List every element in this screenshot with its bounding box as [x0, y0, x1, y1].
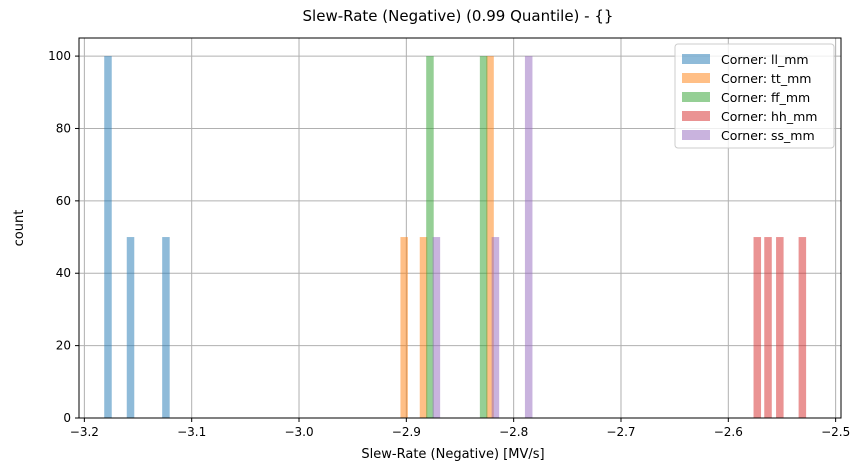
- bar-series-3: [764, 237, 772, 418]
- legend-swatch: [682, 73, 710, 83]
- legend-swatch: [682, 111, 710, 121]
- legend-box: [674, 43, 835, 149]
- x-tick-label: −3.0: [284, 425, 313, 439]
- bar-series-3: [798, 237, 807, 418]
- histogram-bars: [104, 56, 807, 418]
- y-tick-label: 20: [56, 339, 71, 353]
- x-tick-label: −2.9: [392, 425, 421, 439]
- x-tick-label: −3.1: [177, 425, 206, 439]
- bar-series-4: [491, 237, 500, 418]
- legend-swatch: [682, 92, 710, 102]
- x-axis-label: Slew-Rate (Negative) [MV/s]: [361, 447, 544, 462]
- bar-series-0: [162, 237, 170, 418]
- legend-label: Corner: ss_mm: [721, 128, 815, 143]
- y-tick-label: 40: [56, 266, 71, 280]
- legend-swatch: [682, 130, 710, 140]
- bar-series-1: [486, 56, 494, 418]
- bar-series-0: [104, 56, 112, 418]
- legend-label: Corner: tt_mm: [721, 71, 811, 86]
- legend-swatch: [682, 54, 710, 64]
- bar-series-4: [432, 237, 441, 418]
- y-tick-label: 80: [56, 121, 71, 135]
- legend-label: Corner: ff_mm: [721, 90, 810, 105]
- x-tick-label: −3.2: [70, 425, 99, 439]
- bar-series-1: [419, 237, 428, 418]
- plot-frame: [78, 37, 842, 419]
- legend-label: Corner: hh_mm: [721, 109, 817, 124]
- x-tick-label: −2.6: [714, 425, 743, 439]
- bar-series-3: [753, 237, 762, 418]
- y-axis-ticks: 0 20 40 60 80 100: [48, 49, 79, 425]
- y-tick-label: 60: [56, 194, 71, 208]
- y-axis-label: count: [12, 210, 27, 247]
- x-tick-label: −2.5: [821, 425, 850, 439]
- bar-series-4: [524, 56, 533, 418]
- bar-series-2: [479, 56, 488, 418]
- legend: Corner: ll_mm Corner: tt_mm Corner: ff_mm C…: [674, 43, 835, 149]
- y-tick-label: 100: [48, 49, 71, 63]
- bar-series-1: [400, 237, 408, 418]
- x-tick-label: −2.8: [499, 425, 528, 439]
- bar-series-3: [776, 237, 784, 418]
- legend-label: Corner: ll_mm: [721, 52, 809, 67]
- bar-series-2: [426, 56, 434, 418]
- x-tick-label: −2.7: [606, 425, 635, 439]
- chart-title: Slew-Rate (Negative) (0.99 Quantile) - {…: [303, 7, 614, 25]
- x-axis-ticks: −3.2 −3.1 −3.0 −2.9 −2.8 −2.7 −2.6 −2.5: [70, 418, 850, 439]
- y-tick-label: 0: [63, 411, 71, 425]
- bar-series-0: [126, 237, 135, 418]
